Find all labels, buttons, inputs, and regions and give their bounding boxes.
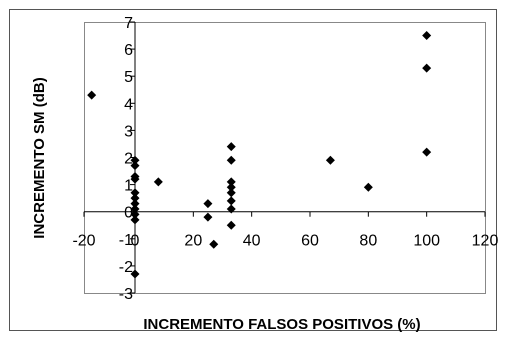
x-tick-label: 0 — [131, 233, 140, 250]
data-point — [325, 155, 335, 165]
y-tick-label: 4 — [124, 96, 133, 113]
y-tick-label: 7 — [124, 15, 133, 32]
data-point — [226, 204, 236, 214]
y-tick-label: 2 — [124, 151, 133, 168]
x-tick-label: 40 — [243, 233, 261, 250]
y-axis-title: INCREMENTO SM (dB) — [31, 77, 48, 238]
data-point — [130, 155, 140, 165]
x-tick-label: 60 — [301, 233, 319, 250]
data-point — [130, 193, 140, 203]
chart-frame — [9, 9, 497, 331]
data-point — [130, 188, 140, 198]
data-point — [226, 196, 236, 206]
data-point — [226, 182, 236, 192]
data-point — [226, 142, 236, 152]
y-tick-label: 5 — [124, 69, 133, 86]
data-point — [209, 239, 219, 249]
data-point — [130, 199, 140, 209]
data-point — [130, 161, 140, 171]
y-tick-label: -2 — [119, 259, 133, 276]
y-tick-label: 1 — [124, 178, 133, 195]
data-point — [203, 212, 213, 222]
x-tick-label: -20 — [72, 233, 95, 250]
y-tick-label: 0 — [124, 205, 133, 222]
plot-area-border — [84, 22, 486, 294]
data-point — [422, 147, 432, 157]
data-points — [87, 31, 432, 279]
data-point — [203, 199, 213, 209]
data-point — [153, 177, 163, 187]
y-tick-label: -3 — [119, 286, 133, 303]
data-point — [226, 177, 236, 187]
x-axis-title: INCREMENTO FALSOS POSITIVOS (%) — [143, 316, 420, 333]
data-point — [87, 90, 97, 100]
x-tick-label: 80 — [359, 233, 377, 250]
data-point — [130, 174, 140, 184]
data-point — [130, 209, 140, 219]
y-tick-label: 6 — [124, 42, 133, 59]
data-point — [226, 188, 236, 198]
y-tick-label: -1 — [119, 232, 133, 249]
x-tick-label: 120 — [472, 233, 499, 250]
data-point — [226, 155, 236, 165]
data-point — [130, 215, 140, 225]
data-point — [422, 63, 432, 73]
x-tick-label: 20 — [184, 233, 202, 250]
data-point — [422, 31, 432, 41]
data-point — [130, 269, 140, 279]
x-tick-label: 100 — [413, 233, 440, 250]
data-point — [130, 204, 140, 214]
data-point — [363, 182, 373, 192]
data-point — [226, 220, 236, 230]
y-tick-label: 3 — [124, 123, 133, 140]
